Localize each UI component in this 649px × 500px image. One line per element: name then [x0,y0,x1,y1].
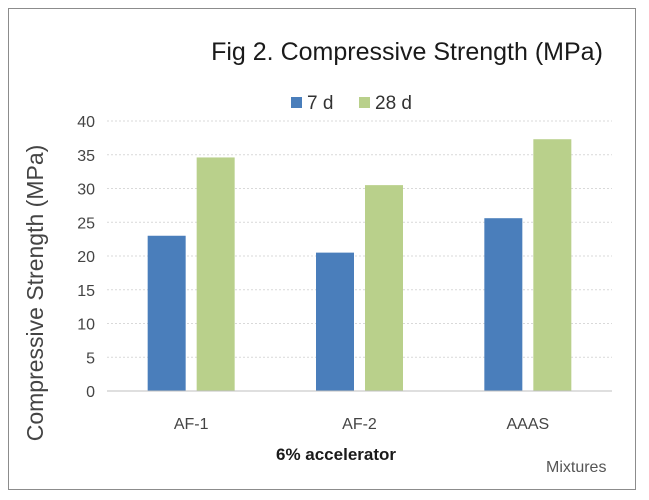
x-axis-categories: AF-1 AF-2 AAAS [174,416,549,433]
y-tick-label: 25 [77,215,95,232]
chart-frame: Fig 2. Compressive Strength (MPa) 7 d 28… [8,8,636,490]
bar-aaas-series-1 [533,139,572,391]
y-tick-label: 5 [86,350,95,367]
x-category-label: AF-2 [342,416,377,433]
y-tick-label: 30 [77,182,95,199]
y-tick-label: 15 [77,283,95,300]
gridlines [107,120,612,358]
legend: 7 d 28 d [291,93,412,114]
y-axis-ticks: 0 5 10 15 20 25 30 35 40 [77,114,95,401]
x-category-label: AAAS [506,416,549,433]
mixtures-annotation: Mixtures [546,459,606,476]
y-tick-label: 20 [77,249,95,266]
x-axis-label: 6% accelerator [276,445,396,464]
y-tick-label: 10 [77,317,95,334]
legend-label-28d: 28 d [375,93,412,114]
legend-swatch-28d [359,97,370,108]
x-category-label: AF-1 [174,416,209,433]
bar-af1-series-1 [196,157,235,391]
legend-label-7d: 7 d [307,93,333,114]
bar-af2-series-1 [365,185,403,391]
bar-chart: Fig 2. Compressive Strength (MPa) 7 d 28… [22,38,612,476]
bar-af2-series-0 [316,252,354,391]
y-tick-label: 35 [77,148,95,165]
bar-aaas-series-0 [484,218,523,391]
legend-swatch-7d [291,97,302,108]
y-tick-label: 0 [86,384,95,401]
y-tick-label: 40 [77,114,95,131]
bar-af1-series-0 [147,235,186,391]
bars [147,139,572,391]
chart-title: Fig 2. Compressive Strength (MPa) [211,38,603,66]
y-axis-label: Compressive Strength (MPa) [22,145,48,442]
